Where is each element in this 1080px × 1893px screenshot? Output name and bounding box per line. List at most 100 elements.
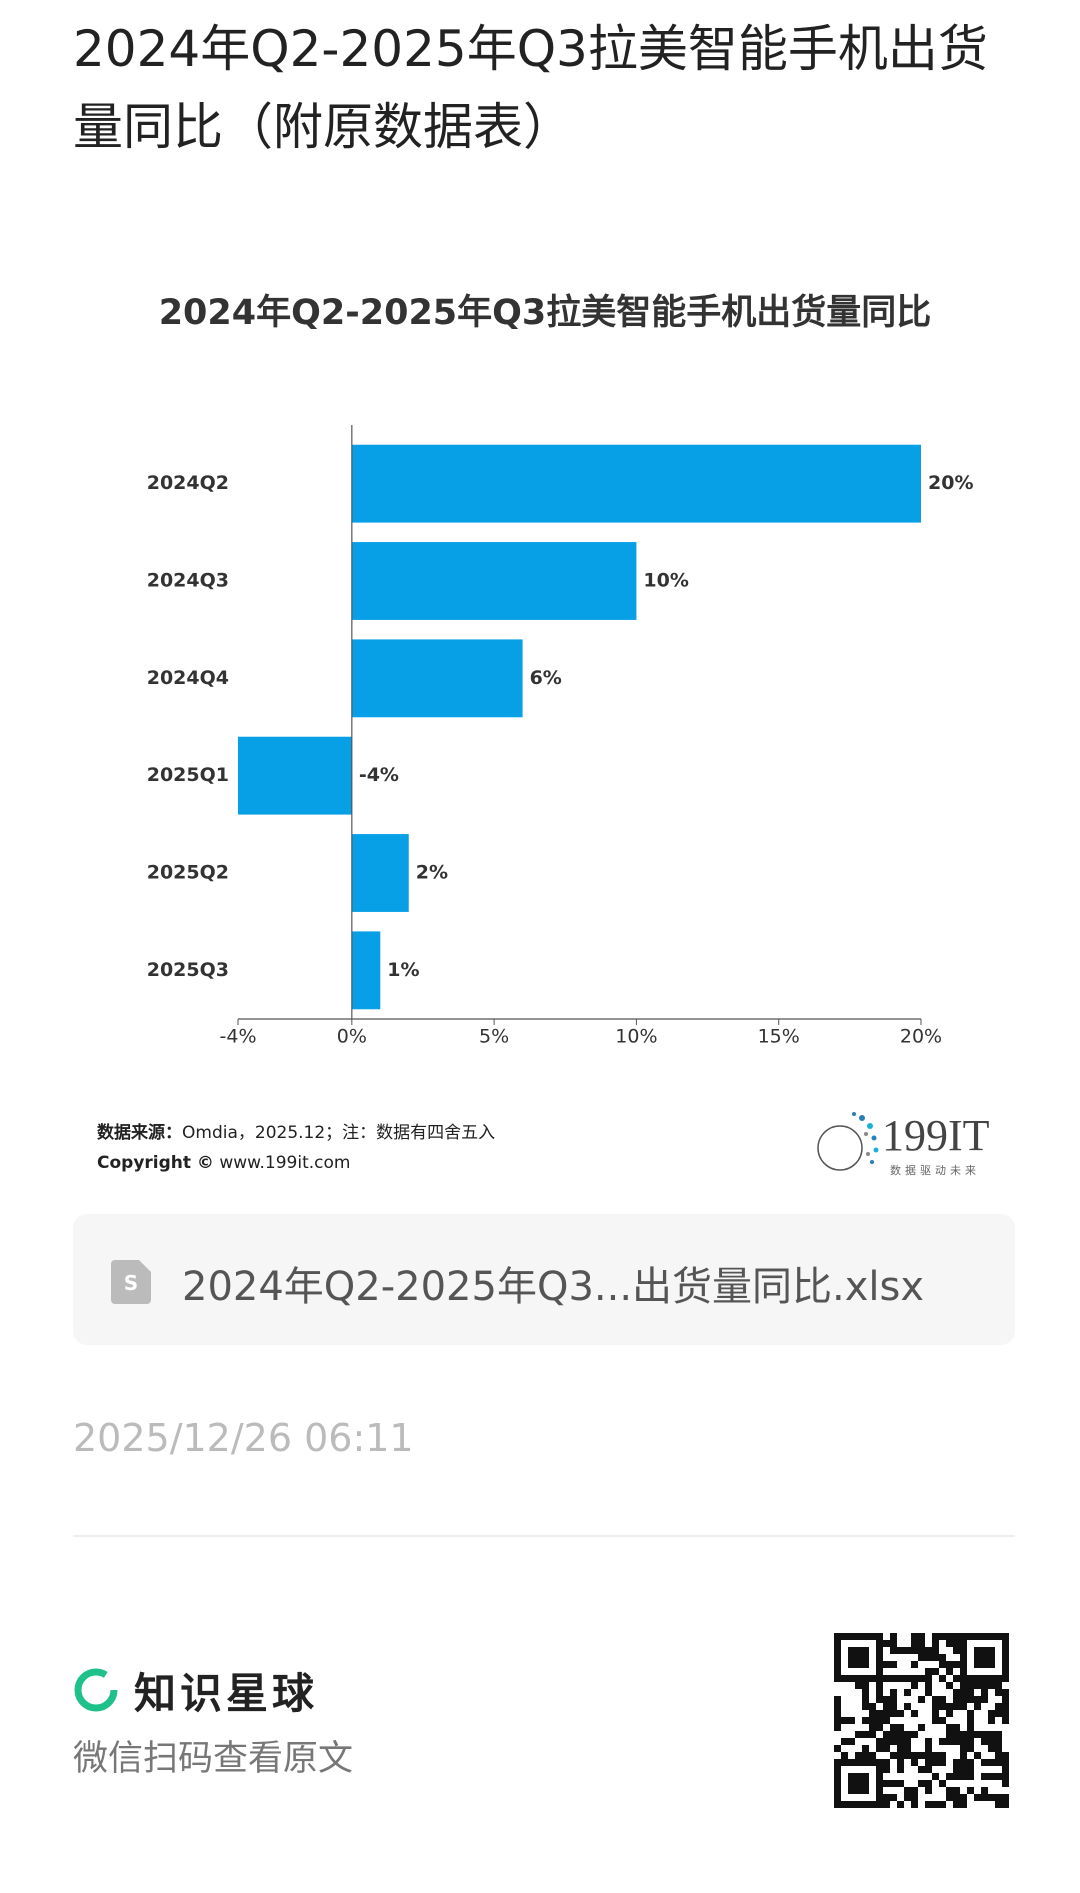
qr-cell: [834, 1780, 841, 1787]
qr-cell: [981, 1794, 988, 1801]
qr-cell: [967, 1710, 974, 1717]
qr-cell: [890, 1640, 897, 1647]
qr-cell: [946, 1633, 953, 1640]
qr-cell: [883, 1696, 890, 1703]
qr-cell: [911, 1710, 918, 1717]
qr-cell: [981, 1759, 988, 1766]
qr-cell: [862, 1633, 869, 1640]
qr-cell: [848, 1773, 855, 1780]
qr-cell: [890, 1752, 897, 1759]
qr-cell: [848, 1661, 855, 1668]
qr-cell: [1002, 1717, 1009, 1724]
qr-cell: [995, 1731, 1002, 1738]
qr-cell: [876, 1717, 883, 1724]
qr-cell: [995, 1801, 1002, 1808]
qr-cell: [925, 1682, 932, 1689]
value-label: 1%: [387, 959, 419, 981]
qr-cell: [946, 1794, 953, 1801]
qr-cell: [862, 1675, 869, 1682]
qr-cell: [834, 1787, 841, 1794]
qr-cell: [869, 1759, 876, 1766]
chart-source: 数据来源：Omdia，2025.12；注：数据有四舍五入 Copyright ©…: [97, 1118, 495, 1178]
qr-cell: [932, 1696, 939, 1703]
qr-cell: [946, 1787, 953, 1794]
qr-cell: [981, 1731, 988, 1738]
qr-cell: [967, 1738, 974, 1745]
qr-cell: [862, 1689, 869, 1696]
qr-cell: [1002, 1801, 1009, 1808]
qr-cell: [890, 1647, 897, 1654]
qr-cell: [925, 1752, 932, 1759]
qr-cell: [946, 1640, 953, 1647]
qr-cell: [967, 1682, 974, 1689]
qr-cell: [981, 1661, 988, 1668]
qr-cell: [834, 1633, 841, 1640]
qr-cell: [918, 1675, 925, 1682]
qr-cell: [862, 1787, 869, 1794]
chart: 2024年Q2-2025年Q3拉美智能手机出货量同比 20% 2024Q2 10% 20…: [147, 293, 974, 1048]
bar: [351, 834, 409, 912]
qr-cell: [869, 1675, 876, 1682]
qr-cell: [911, 1682, 918, 1689]
qr-cell: [932, 1654, 939, 1661]
qr-cell: [834, 1654, 841, 1661]
qr-cell: [876, 1794, 883, 1801]
qr-cell: [953, 1661, 960, 1668]
qr-cell: [939, 1661, 946, 1668]
qr-cell: [932, 1640, 939, 1647]
qr-cell: [1002, 1661, 1009, 1668]
qr-cell: [869, 1731, 876, 1738]
qr-cell: [988, 1647, 995, 1654]
bar: [351, 931, 381, 1010]
qr-cell: [960, 1661, 967, 1668]
qr-cell: [925, 1647, 932, 1654]
qr-cell: [862, 1731, 869, 1738]
qr-cell: [939, 1738, 946, 1745]
qr-cell: [897, 1675, 904, 1682]
qr-cell: [918, 1724, 925, 1731]
qr-cell: [946, 1773, 953, 1780]
qr-cell: [925, 1801, 932, 1808]
qr-cell: [897, 1745, 904, 1752]
qr-cell: [946, 1682, 953, 1689]
qr-cell: [855, 1654, 862, 1661]
qr-cell: [967, 1787, 974, 1794]
qr-cell: [960, 1731, 967, 1738]
qr-cell: [995, 1703, 1002, 1710]
qr-cell: [953, 1696, 960, 1703]
qr-cell: [939, 1780, 946, 1787]
qr-cell: [876, 1780, 883, 1787]
qr-cell: [995, 1745, 1002, 1752]
qr-cell: [946, 1710, 953, 1717]
qr-cell: [834, 1668, 841, 1675]
attachment[interactable]: S 2024年Q2-2025年Q3...出货量同比.xlsx: [73, 1214, 1015, 1345]
qr-cell: [883, 1675, 890, 1682]
qr-cell: [890, 1703, 897, 1710]
qr-cell: [974, 1633, 981, 1640]
qr-cell: [883, 1766, 890, 1773]
qr-cell: [974, 1752, 981, 1759]
qr-cell: [876, 1745, 883, 1752]
qr-cell: [834, 1794, 841, 1801]
qr-cell: [967, 1766, 974, 1773]
qr-cell: [862, 1647, 869, 1654]
qr-code[interactable]: [834, 1633, 1009, 1808]
qr-cell: [876, 1675, 883, 1682]
qr-cell: [974, 1696, 981, 1703]
qr-cell: [876, 1661, 883, 1668]
qr-cell: [890, 1731, 897, 1738]
qr-cell: [855, 1759, 862, 1766]
qr-cell: [960, 1752, 967, 1759]
qr-cell: [890, 1710, 897, 1717]
qr-cell: [862, 1780, 869, 1787]
y-tick-label: 2025Q2: [147, 862, 229, 884]
qr-cell: [995, 1682, 1002, 1689]
qr-cell: [911, 1801, 918, 1808]
qr-cell: [946, 1661, 953, 1668]
qr-cell: [932, 1710, 939, 1717]
qr-cell: [988, 1717, 995, 1724]
qr-cell: [855, 1773, 862, 1780]
qr-cell: [834, 1745, 841, 1752]
bar: [351, 639, 523, 718]
qr-cell: [904, 1745, 911, 1752]
